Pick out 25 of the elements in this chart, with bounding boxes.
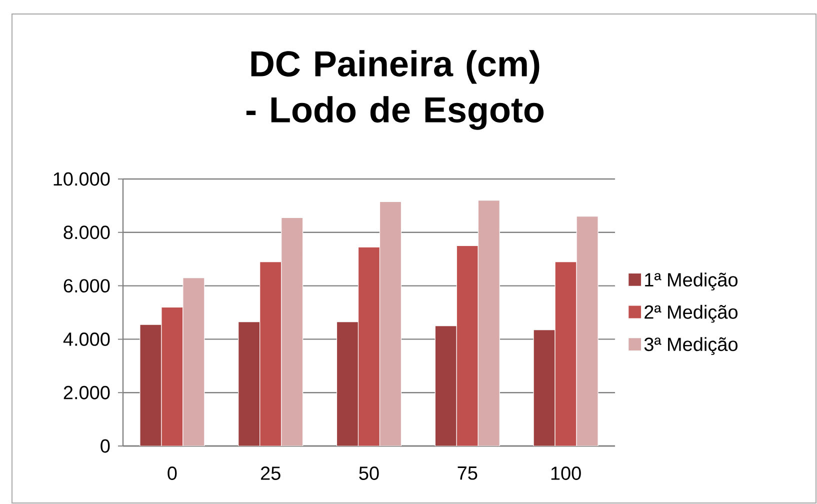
bar — [336, 322, 359, 446]
y-tick-label: 8.000 — [64, 226, 110, 240]
bar — [140, 324, 162, 446]
y-tick-label: 4.000 — [63, 332, 110, 346]
legend-label: 3ª Medição — [644, 337, 738, 355]
x-tick-label: 75 — [458, 466, 478, 480]
y-tick-label: 6.000 — [64, 279, 110, 293]
x-tick-label: 100 — [551, 466, 581, 480]
bar — [478, 200, 500, 446]
bar — [238, 322, 260, 446]
y-tick-label: 2.000 — [64, 386, 110, 400]
bar — [533, 330, 556, 446]
legend-label: 2ª Medição — [644, 304, 738, 323]
bar — [281, 217, 304, 446]
x-tick-label: 25 — [260, 466, 280, 480]
bar — [379, 201, 402, 446]
chart-title: DC Paineira (cm) - Lodo de Esgoto — [246, 50, 544, 130]
bar — [182, 277, 205, 446]
legend-label: 1ª Medição — [645, 272, 738, 290]
x-tick-label: 0 — [168, 466, 177, 480]
y-tick-label: 0 — [100, 439, 110, 453]
x-tick-label: 50 — [359, 466, 379, 480]
y-tick-label: 10.000 — [54, 172, 110, 186]
bar — [434, 326, 457, 446]
bar — [576, 216, 598, 446]
